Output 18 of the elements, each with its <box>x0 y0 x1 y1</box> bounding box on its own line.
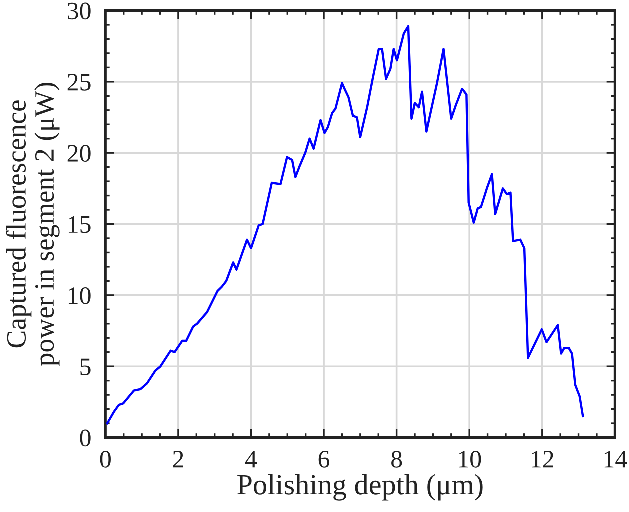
y-tick-label: 30 <box>68 2 91 20</box>
x-tick-label: 6 <box>318 451 330 468</box>
y-tick-label: 0 <box>80 430 91 447</box>
x-tick-label: 14 <box>604 451 628 468</box>
y-tick-label: 5 <box>80 358 91 376</box>
x-tick-label: 4 <box>245 451 258 468</box>
y-tick-label: 15 <box>68 216 91 234</box>
x-axis-title: Polishing depth (μm) <box>238 474 483 501</box>
y-tick-label: 25 <box>68 74 91 91</box>
x-tick-label: 0 <box>100 450 111 468</box>
y-axis-title: Captured fluorescence power in segment 2 (μW) <box>6 83 60 366</box>
x-tick-label: 12 <box>532 451 554 468</box>
y-tick-label: 10 <box>68 287 91 304</box>
line-series <box>106 25 584 425</box>
y-tick-label: 20 <box>68 145 91 162</box>
x-tick-label: 8 <box>392 450 402 468</box>
x-tick-label: 10 <box>459 450 482 468</box>
x-tick-label: 2 <box>173 451 184 468</box>
